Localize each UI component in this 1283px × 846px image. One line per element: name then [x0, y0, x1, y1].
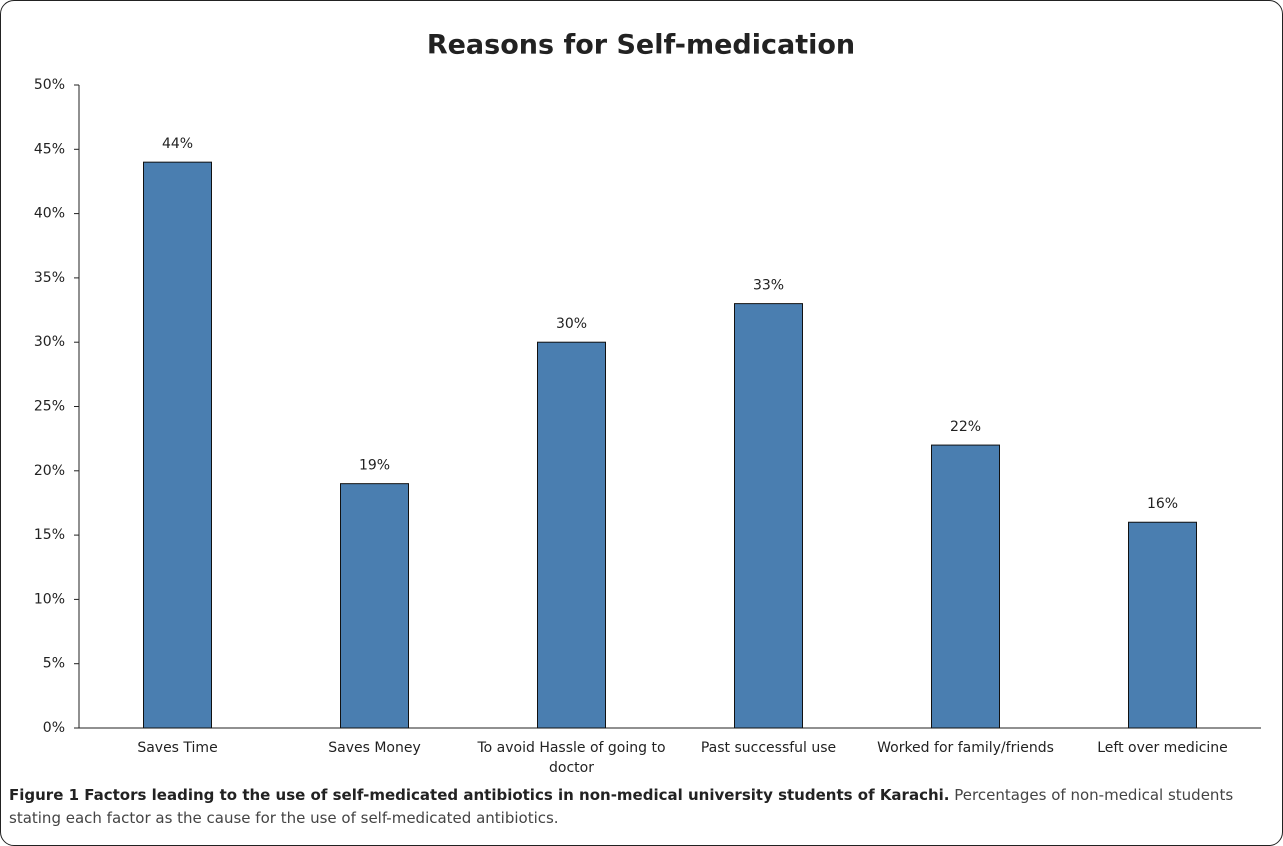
- y-tick-label: 45%: [34, 141, 65, 157]
- y-tick-label: 0%: [43, 720, 65, 736]
- y-tick-label: 15%: [34, 527, 65, 543]
- y-tick-label: 30%: [34, 334, 65, 350]
- y-tick-label: 35%: [34, 270, 65, 286]
- bar: [537, 341, 606, 729]
- caption: Figure 1 Factors leading to the use of s…: [9, 784, 1269, 830]
- bar: [931, 444, 1000, 729]
- bar: [1128, 521, 1197, 729]
- y-tick-label: 10%: [34, 591, 65, 607]
- bar: [734, 303, 803, 729]
- bar: [340, 483, 409, 729]
- y-tick-label: 40%: [34, 206, 65, 222]
- data-label: 16%: [1147, 496, 1178, 512]
- chart-title: Reasons for Self-medication: [427, 30, 855, 61]
- chart: Reasons for Self-medication 0% 5% 10% 15% 20…: [34, 30, 1261, 736]
- data-label: 22%: [950, 419, 981, 435]
- data-label: 33%: [753, 278, 784, 294]
- x-tick-label: Saves Money: [328, 740, 421, 756]
- y-tick-label: 5%: [43, 656, 65, 672]
- caption-text: Percentages of non-medical students stat…: [9, 786, 1234, 827]
- x-tick-label: To avoid Hassle of going to doctor: [477, 740, 666, 776]
- x-tick-label: Saves Time: [137, 740, 218, 756]
- data-label: 30%: [556, 316, 587, 332]
- y-tick-label: 25%: [34, 399, 65, 415]
- x-tick-label: Worked for family/friends: [877, 740, 1054, 756]
- x-tick-label: Past successful use: [700, 740, 837, 756]
- data-label: 19%: [359, 458, 390, 474]
- y-tick-label: 50%: [34, 77, 65, 93]
- caption-title: Figure 1 Factors leading to the use of s…: [9, 786, 950, 804]
- data-label: 44%: [162, 136, 193, 152]
- x-tick-label: Left over medicine: [1097, 740, 1228, 756]
- y-tick-label: 20%: [34, 463, 65, 479]
- bar: [143, 161, 212, 729]
